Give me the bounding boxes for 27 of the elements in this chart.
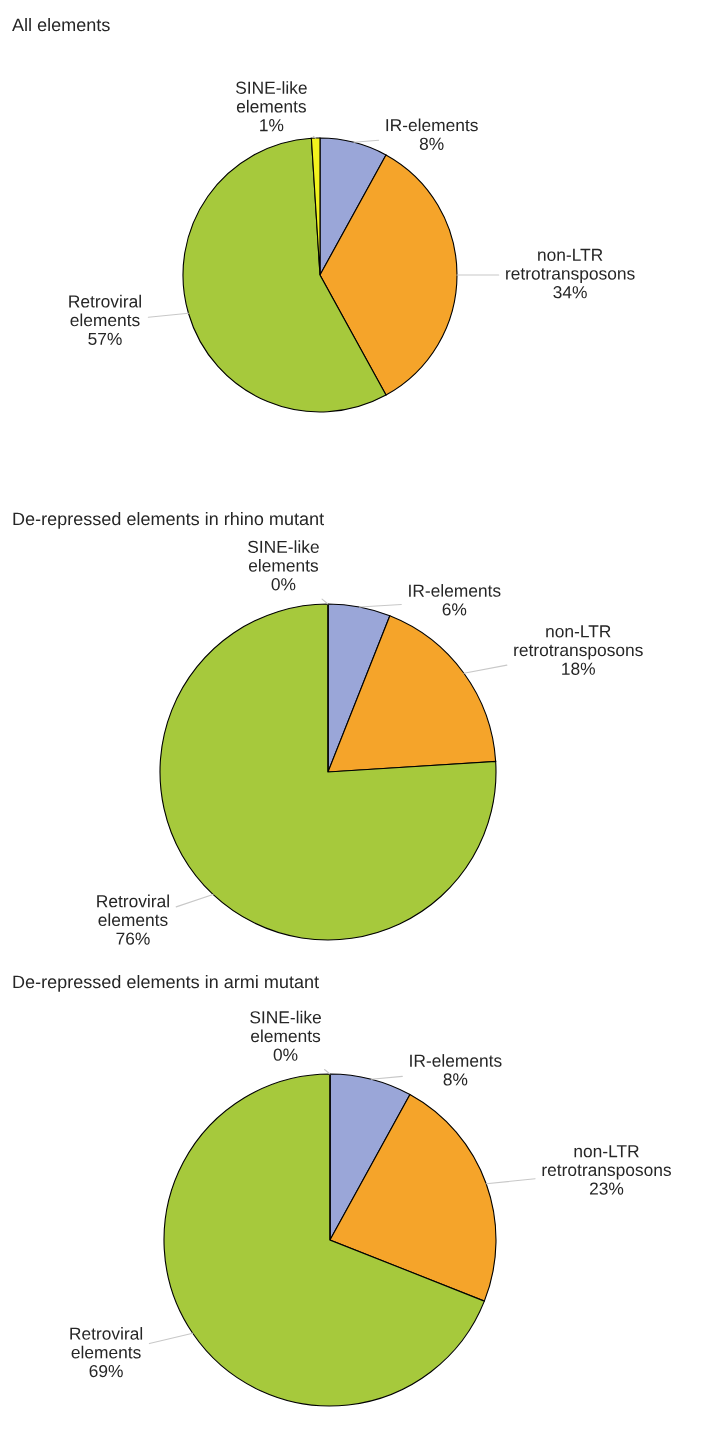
text: 0% <box>273 1048 298 1061</box>
slice-label: IR-elements <box>409 584 501 597</box>
data-label: 1% <box>260 119 284 132</box>
data-label: 8% <box>443 1073 468 1086</box>
chart-title: All elements <box>12 18 110 32</box>
slice-label: IR-elements <box>410 1054 502 1067</box>
data-label: 8% <box>419 137 444 150</box>
category-label: SINE-like elements <box>250 1010 321 1043</box>
data-label: 6% <box>442 603 467 616</box>
data-label: 69% <box>89 1364 123 1378</box>
data-label: 23% <box>589 1182 624 1195</box>
slice-label: non-LTR retrotransposons <box>506 248 635 284</box>
data-label: 76% <box>116 932 150 945</box>
category-label: SINE-like elements <box>248 540 319 572</box>
slice-label: non-LTR retrotransposons <box>514 625 643 660</box>
slice-label: non-LTR retrotransposons <box>542 1145 671 1180</box>
slice-label: SINE-like elements <box>235 81 307 113</box>
data-label: 57% <box>88 332 122 345</box>
slice-label: IR-elements <box>386 118 478 132</box>
chart-title: De-repressed elements in armi mutant <box>13 975 319 992</box>
chart-title: De-repressed elements in rhino mutant <box>13 512 324 529</box>
slice-label: Retroviral elements <box>97 894 169 927</box>
slice-label: Retroviral elements <box>69 294 141 327</box>
text: 0% <box>271 578 296 591</box>
data-label: 18% <box>562 662 595 675</box>
data-label: 34% <box>553 286 587 299</box>
slice-label: Retroviral elements <box>70 1327 143 1359</box>
